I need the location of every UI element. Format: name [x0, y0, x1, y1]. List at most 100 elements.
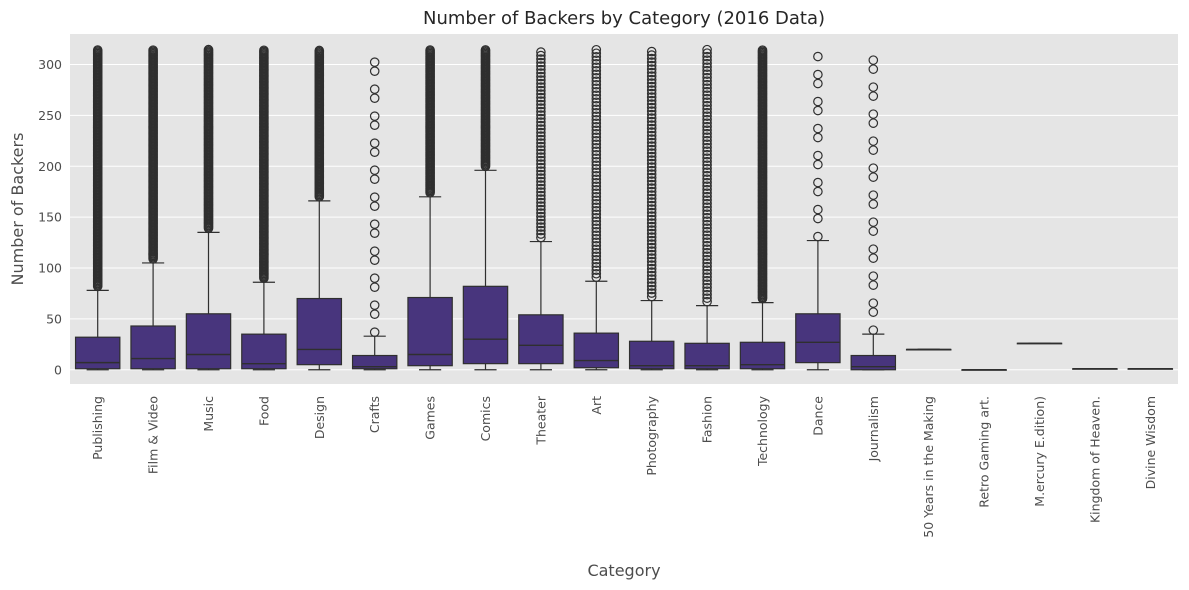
box-13 — [795, 51, 841, 371]
iqr-box — [850, 354, 897, 371]
outliers — [813, 51, 823, 242]
outlier-point — [702, 261, 712, 272]
outlier-point — [646, 288, 657, 298]
outlier-point — [702, 128, 712, 139]
iqr-box — [407, 296, 453, 367]
outlier-point — [591, 107, 602, 118]
outlier-point — [702, 146, 712, 156]
outlier-point — [591, 55, 602, 66]
outlier-point — [646, 50, 657, 60]
outlier-point — [813, 123, 823, 134]
outlier-point — [536, 117, 546, 127]
outlier-point — [702, 142, 712, 153]
outlier-point — [646, 123, 657, 134]
outlier-point — [646, 204, 657, 214]
x-tick-label: Food — [256, 396, 271, 426]
outlier-point — [702, 216, 712, 226]
outlier-point — [536, 82, 546, 92]
outlier-point — [536, 152, 546, 162]
outlier-point — [203, 44, 214, 55]
outlier-point — [591, 198, 602, 209]
outliers — [646, 46, 657, 302]
outlier-point — [702, 296, 712, 307]
outlier-point — [702, 83, 712, 93]
outlier-point — [868, 55, 879, 65]
outlier-point — [369, 246, 380, 256]
outlier-point — [369, 120, 380, 130]
outlier-point — [536, 85, 546, 96]
outlier-point — [646, 179, 657, 190]
outlier-point — [536, 225, 546, 236]
outlier-point — [646, 78, 657, 88]
outlier-point — [702, 135, 712, 146]
outlier-point — [646, 106, 657, 116]
outlier-point — [702, 90, 712, 100]
y-tick-label: 200 — [38, 159, 62, 174]
outlier-point — [646, 249, 657, 260]
outlier-point — [591, 170, 602, 181]
outlier-point — [702, 181, 712, 191]
outlier-point — [646, 211, 657, 221]
outlier-point — [536, 162, 546, 173]
iqr-box — [684, 342, 730, 370]
outlier-point — [646, 239, 657, 249]
outlier-point — [646, 176, 657, 186]
outliers — [259, 45, 269, 284]
outlier-point — [536, 131, 546, 141]
outlier-point — [813, 51, 823, 62]
outlier-point — [536, 134, 546, 145]
iqr-box — [573, 332, 620, 369]
outlier-point — [536, 138, 546, 148]
outlier-point — [646, 197, 657, 207]
x-tick-label: Photography — [644, 395, 659, 475]
outlier-point — [591, 191, 602, 202]
outlier-point — [868, 271, 879, 281]
x-tick-label: 50 Years in the Making — [921, 396, 936, 538]
outlier-point — [259, 45, 269, 56]
outlier-point — [702, 237, 712, 247]
outlier-point — [536, 96, 546, 106]
outlier-point — [646, 291, 657, 302]
outlier-point — [591, 177, 602, 188]
x-tick-label: Technology — [755, 395, 770, 467]
outliers — [314, 45, 325, 202]
outlier-point — [646, 207, 657, 218]
outlier-point — [868, 217, 879, 227]
outlier-point — [369, 192, 380, 202]
outlier-point — [591, 90, 602, 101]
outlier-point — [646, 274, 657, 284]
box-2 — [185, 44, 232, 371]
outlier-point — [369, 201, 380, 211]
outlier-point — [702, 174, 712, 184]
outlier-point — [702, 195, 712, 205]
box-1 — [130, 45, 176, 371]
outlier-point — [702, 86, 712, 97]
outlier-point — [702, 107, 712, 118]
outlier-point — [702, 209, 712, 219]
outlier-point — [591, 149, 602, 160]
x-tick-label: Publishing — [90, 396, 105, 460]
outliers — [536, 47, 546, 243]
outlier-point — [702, 121, 712, 132]
outlier-point — [646, 228, 657, 239]
outlier-point — [536, 124, 546, 134]
outlier-point — [591, 62, 602, 73]
outlier-point — [702, 188, 712, 198]
outlier-point — [536, 166, 546, 176]
outlier-point — [702, 254, 712, 265]
outlier-point — [536, 99, 546, 110]
outlier-point — [702, 251, 712, 261]
outlier-point — [591, 100, 602, 111]
outlier-point — [536, 190, 546, 201]
outlier-point — [646, 57, 657, 67]
outlier-point — [536, 127, 546, 138]
box-9 — [573, 44, 620, 371]
box-8 — [518, 47, 564, 371]
outlier-point — [369, 84, 380, 94]
outlier-point — [868, 118, 879, 128]
outlier-point — [702, 125, 712, 135]
x-tick-label: Dance — [810, 396, 825, 436]
outlier-point — [369, 147, 380, 157]
outlier-point — [646, 71, 657, 81]
outlier-point — [646, 130, 657, 141]
